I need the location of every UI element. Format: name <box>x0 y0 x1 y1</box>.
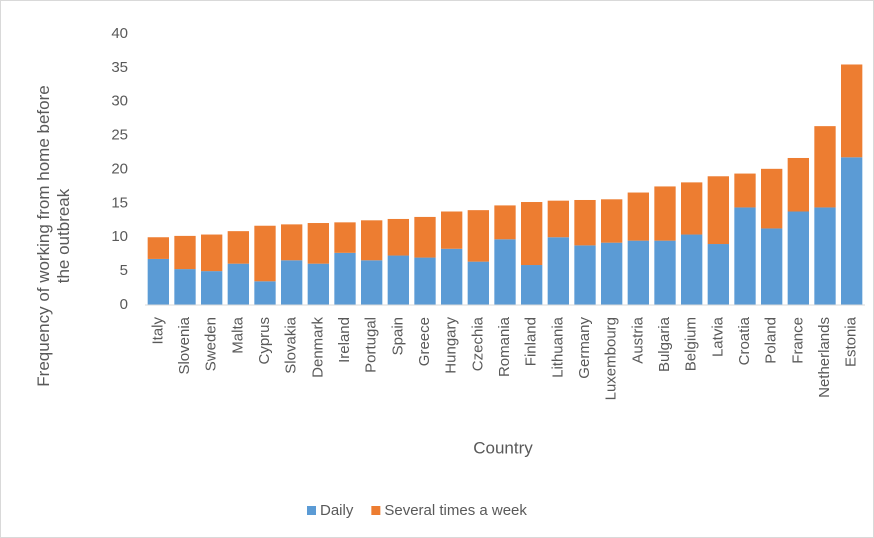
x-tick-label: France <box>789 317 806 364</box>
bar-segment <box>227 231 249 264</box>
x-tick-label: Italy <box>149 317 166 345</box>
x-tick-label: Greece <box>416 317 433 366</box>
legend-swatch <box>307 506 316 515</box>
bar-segment <box>707 244 729 305</box>
bar-segment <box>761 168 783 229</box>
bar-segment <box>841 64 863 158</box>
legend-label: Several times a week <box>384 502 527 519</box>
x-tick-label: Slovenia <box>176 316 193 374</box>
legend-label: Daily <box>320 502 354 519</box>
bar-segment <box>281 224 303 261</box>
bar-segment <box>547 237 569 305</box>
x-tick-label: Slovakia <box>283 316 300 373</box>
bar-segment <box>787 211 809 305</box>
x-tick-label: Netherlands <box>816 317 833 398</box>
bar-segment <box>761 228 783 305</box>
bar-segment <box>307 223 329 264</box>
y-tick-label: 15 <box>111 194 128 211</box>
legend-swatch <box>371 506 381 515</box>
bar-segment <box>147 237 169 259</box>
bar-segment <box>681 182 703 235</box>
bar-segment <box>574 245 596 305</box>
x-tick-label: Sweden <box>203 317 220 371</box>
bar-segment <box>414 216 436 258</box>
bar-segment <box>627 240 649 305</box>
bar-segment <box>654 240 676 305</box>
y-tick-label: 40 <box>111 25 128 42</box>
bar-segment <box>254 281 276 305</box>
bar-segment <box>361 220 383 261</box>
x-tick-label: Austria <box>629 316 646 363</box>
bar-segment <box>387 255 409 305</box>
bar-segment <box>521 202 543 266</box>
y-tick-label: 5 <box>120 262 128 279</box>
bar-segment <box>147 258 169 305</box>
x-tick-label: Romania <box>496 316 513 377</box>
bar-segment <box>174 235 196 270</box>
bar-segment <box>654 186 676 241</box>
bar-segment <box>281 260 303 305</box>
y-axis-title: Frequency of working from home beforethe… <box>34 85 73 386</box>
bar-segment <box>494 239 516 305</box>
x-tick-label: Denmark <box>309 317 326 378</box>
x-tick-label: Belgium <box>683 317 700 371</box>
bar-segment <box>387 218 409 256</box>
bar-segment <box>681 234 703 305</box>
x-tick-label: Latvia <box>709 316 726 357</box>
bar-segment <box>707 176 729 245</box>
bar-segment <box>467 261 489 305</box>
bar-segment <box>334 252 356 305</box>
x-tick-label: Croatia <box>736 316 753 365</box>
bar-segment <box>601 199 623 243</box>
bar-segment <box>334 222 356 253</box>
bar-segment <box>627 192 649 241</box>
x-tick-label: Ireland <box>336 317 353 363</box>
x-tick-label: Cyprus <box>256 317 273 365</box>
x-tick-label: Estonia <box>843 316 860 367</box>
bar-segment <box>547 200 569 238</box>
y-tick-label: 20 <box>111 160 128 177</box>
bar-segment <box>441 248 463 305</box>
bar-segment <box>841 157 863 305</box>
bar-segment <box>787 157 809 212</box>
bar-segment <box>601 242 623 305</box>
x-tick-label: Bulgaria <box>656 316 673 372</box>
x-tick-label: Lithuania <box>549 316 566 378</box>
bar-segment <box>361 260 383 305</box>
x-tick-label: Luxembourg <box>603 317 620 400</box>
bar-segment <box>521 265 543 305</box>
bar-segment <box>441 211 463 249</box>
bar-segment <box>574 199 596 246</box>
bar-segment <box>254 225 276 282</box>
x-tick-label: Poland <box>763 317 780 364</box>
bar-segment <box>227 263 249 305</box>
x-tick-label: Germany <box>576 317 593 379</box>
bar-segment <box>814 126 836 208</box>
x-tick-label: Hungary <box>443 317 460 374</box>
y-tick-label: 0 <box>120 296 128 313</box>
bar-segment <box>494 205 516 240</box>
x-tick-label: Finland <box>523 317 540 366</box>
x-tick-label: Malta <box>229 316 246 353</box>
x-tick-label: Portugal <box>363 317 380 373</box>
bar-segment <box>414 257 436 305</box>
bar-segment <box>201 271 223 305</box>
bar-segment <box>201 234 223 272</box>
y-tick-label: 10 <box>111 228 128 245</box>
y-tick-label: 30 <box>111 93 128 110</box>
x-axis-title: Country <box>473 438 533 457</box>
bar-segment <box>814 207 836 305</box>
bar-segment <box>307 263 329 305</box>
bar-segment <box>467 210 489 262</box>
y-tick-label: 25 <box>111 127 128 144</box>
bar-segment <box>734 207 756 305</box>
x-tick-label: Spain <box>389 317 406 355</box>
x-tick-label: Czechia <box>469 316 486 371</box>
bar-segment <box>174 269 196 305</box>
bar-segment <box>734 173 756 208</box>
y-tick-label: 35 <box>111 59 128 76</box>
